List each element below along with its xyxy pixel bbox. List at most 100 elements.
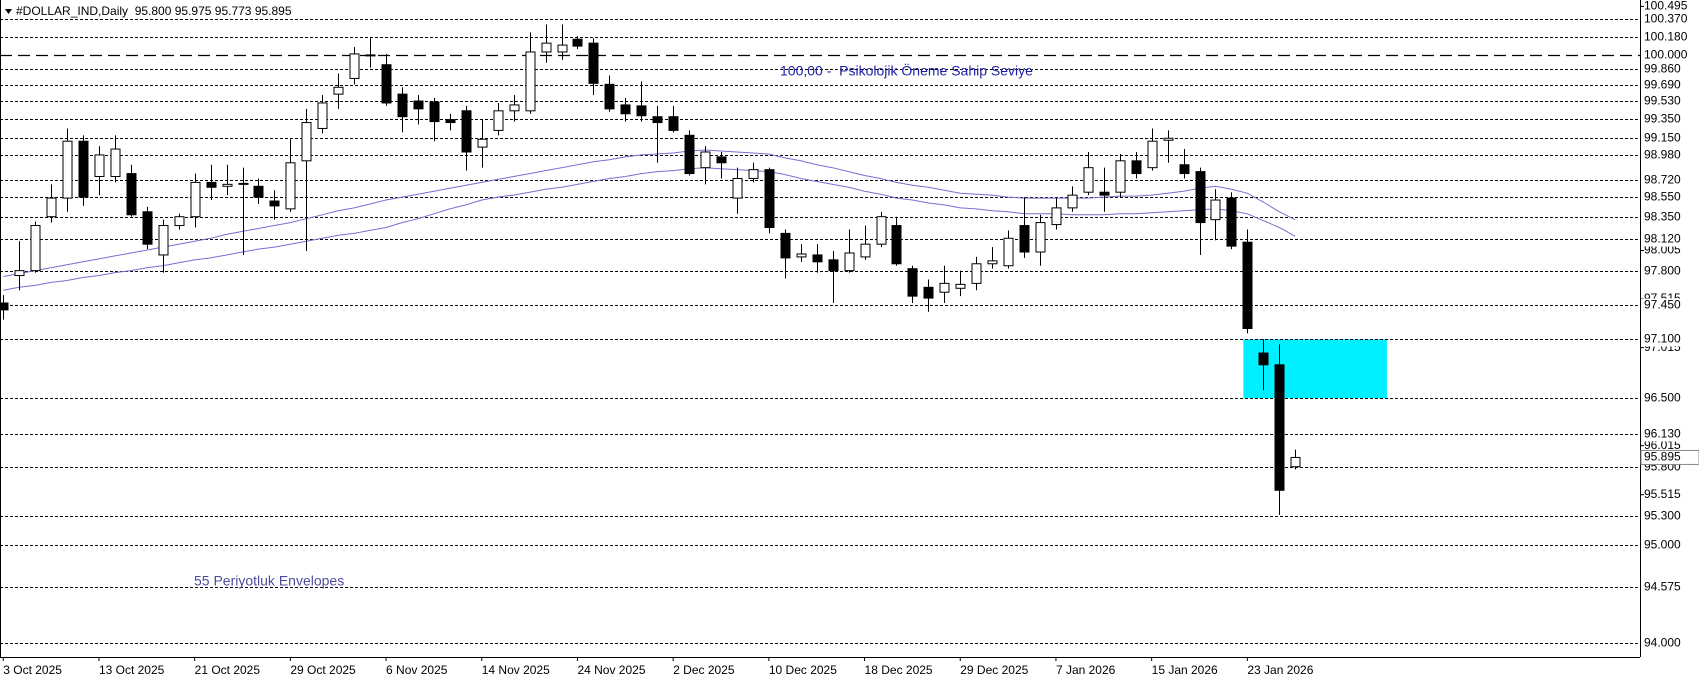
candle-body bbox=[1035, 222, 1046, 253]
x-tick-label: 13 Oct 2025 bbox=[99, 663, 165, 677]
candle-body bbox=[732, 177, 743, 199]
price-zone bbox=[1243, 339, 1387, 399]
candle-body bbox=[1179, 164, 1190, 175]
level-line-label: 95.300 bbox=[1644, 509, 1681, 523]
y-tick-label: 95.515 bbox=[1644, 487, 1681, 501]
level-line-label: 94.000 bbox=[1644, 636, 1681, 650]
candle-body bbox=[844, 252, 855, 272]
level-line-label-bg bbox=[1641, 538, 1699, 553]
level-line-label-bg bbox=[1641, 580, 1699, 595]
candle-body bbox=[110, 148, 121, 178]
candle-body bbox=[1099, 191, 1110, 196]
candle-body bbox=[700, 151, 711, 169]
candle-body bbox=[860, 243, 871, 258]
level-line-label: 99.690 bbox=[1644, 78, 1681, 92]
level-line-label-bg bbox=[1641, 190, 1699, 205]
x-tick-label: 29 Dec 2025 bbox=[960, 663, 1028, 677]
x-tick-label: 10 Dec 2025 bbox=[769, 663, 837, 677]
candle-body bbox=[206, 181, 217, 188]
candle-body bbox=[716, 156, 727, 164]
level-line-label-bg bbox=[1641, 62, 1699, 77]
current-price-bg bbox=[1640, 449, 1699, 465]
candle-body bbox=[14, 270, 25, 277]
x-tick-label: 14 Nov 2025 bbox=[482, 663, 550, 677]
candle-body bbox=[796, 253, 807, 258]
candle-body bbox=[126, 173, 137, 216]
candle-body bbox=[1147, 140, 1158, 169]
candle-body bbox=[78, 140, 89, 198]
level-line-label-bg bbox=[1641, 232, 1699, 247]
level-line-label: 96.130 bbox=[1644, 427, 1681, 441]
candle-body bbox=[1290, 456, 1301, 468]
level-line-label: 97.800 bbox=[1644, 264, 1681, 278]
candle-body bbox=[222, 183, 233, 187]
envelope-lower bbox=[3, 167, 1296, 291]
candle-body bbox=[253, 185, 264, 198]
x-tick-label: 15 Jan 2026 bbox=[1152, 663, 1218, 677]
level-line-label: 99.860 bbox=[1644, 62, 1681, 76]
level-line-label-bg bbox=[1641, 332, 1699, 347]
x-tick-label: 24 Nov 2025 bbox=[577, 663, 645, 677]
candle-body bbox=[238, 182, 249, 185]
level-line-label-bg bbox=[1641, 210, 1699, 225]
candle-body bbox=[365, 54, 376, 57]
level-line-label-bg bbox=[1641, 391, 1699, 406]
candle-body bbox=[445, 119, 456, 124]
x-tick-label: 18 Dec 2025 bbox=[865, 663, 933, 677]
candle-body bbox=[413, 100, 424, 110]
candle-body bbox=[1242, 241, 1253, 329]
candle-body bbox=[1051, 207, 1062, 226]
candle-body bbox=[0, 302, 9, 311]
y-tick-label: 100.495 bbox=[1644, 0, 1688, 13]
candle-body bbox=[1274, 364, 1285, 491]
level-line-label: 100.370 bbox=[1644, 12, 1688, 26]
candle-body bbox=[748, 169, 759, 179]
candle-body bbox=[1195, 171, 1206, 224]
candle-body bbox=[1083, 167, 1094, 193]
x-tick-label: 29 Oct 2025 bbox=[290, 663, 356, 677]
level-line-label-bg bbox=[1641, 148, 1699, 163]
candle-body bbox=[1163, 137, 1174, 141]
candle-body bbox=[876, 216, 887, 245]
level-line-label: 100.180 bbox=[1644, 30, 1688, 44]
candle-body bbox=[923, 286, 934, 299]
candle-body bbox=[780, 232, 791, 259]
level-line-label: 98.120 bbox=[1644, 232, 1681, 246]
level-line-label-bg bbox=[1641, 264, 1699, 279]
candle-body bbox=[477, 138, 488, 148]
candle-body bbox=[158, 225, 169, 256]
level-line-label: 99.350 bbox=[1644, 112, 1681, 126]
envelope-upper bbox=[3, 149, 1296, 277]
candle-body bbox=[493, 110, 504, 131]
level-line-label: 97.100 bbox=[1644, 332, 1681, 346]
level-line-label: 97.450 bbox=[1644, 298, 1681, 312]
candle-body bbox=[812, 254, 823, 263]
level-line-label-bg bbox=[1641, 112, 1699, 127]
candle-body bbox=[828, 259, 839, 272]
candle-body bbox=[764, 169, 775, 228]
level-line-label: 95.000 bbox=[1644, 538, 1681, 552]
level-line-label-bg bbox=[1641, 509, 1699, 524]
x-tick-label: 23 Jan 2026 bbox=[1247, 663, 1313, 677]
x-tick-label: 7 Jan 2026 bbox=[1056, 663, 1116, 677]
candle-body bbox=[525, 51, 536, 112]
candle-body bbox=[684, 134, 695, 175]
level-line-label-bg bbox=[1641, 78, 1699, 93]
candle-body bbox=[190, 181, 201, 218]
candle-body bbox=[588, 42, 599, 84]
candle-body bbox=[317, 102, 328, 129]
level-line-label-bg bbox=[1641, 636, 1699, 651]
annotation: 100,00 - Psikolojik Öneme Sahip Seviye bbox=[780, 62, 1033, 79]
candle-body bbox=[349, 53, 360, 79]
level-line-label-bg bbox=[1641, 427, 1699, 442]
candle-body bbox=[1003, 237, 1014, 267]
level-line-label: 98.720 bbox=[1644, 173, 1681, 187]
level-line-label-bg bbox=[1641, 173, 1699, 188]
header-arrow bbox=[5, 9, 12, 14]
level-line-label-bg bbox=[1641, 30, 1699, 45]
annotation: 55 Periyotluk Envelopes bbox=[194, 573, 344, 589]
current-price-label: 95.895 bbox=[1644, 450, 1681, 464]
